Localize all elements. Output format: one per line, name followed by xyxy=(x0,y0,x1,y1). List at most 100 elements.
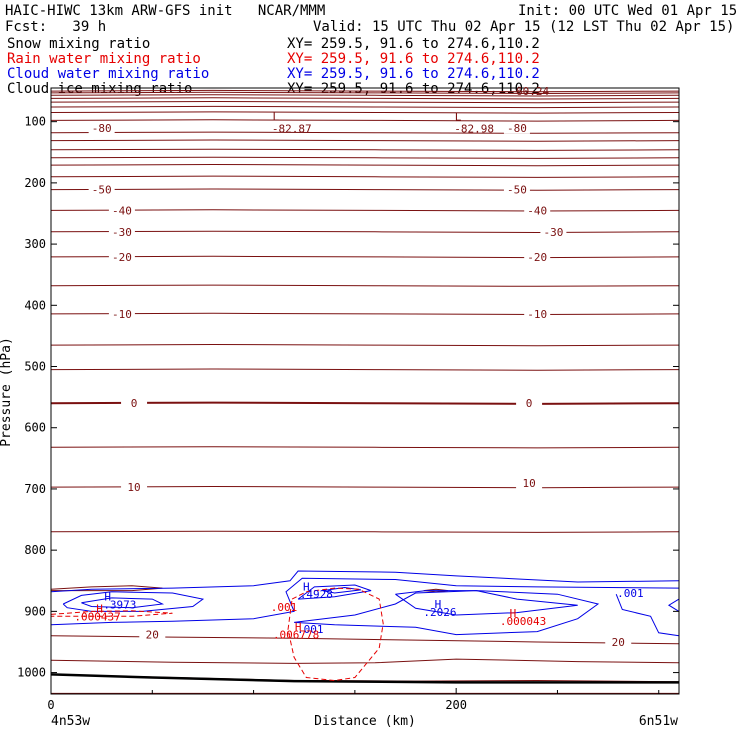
isotherm xyxy=(50,284,680,287)
isotherm-label: -30 xyxy=(543,226,563,239)
cloud-water-label: .3973 xyxy=(103,599,136,612)
isotherm-label-bg xyxy=(503,183,530,196)
cloud-water-contours xyxy=(50,570,680,637)
isotherm-label: -50 xyxy=(92,184,112,197)
isotherm xyxy=(50,131,680,134)
cloud-water-label: .4928 xyxy=(300,588,333,601)
isotherm xyxy=(50,209,680,212)
isotherm-label: -10 xyxy=(527,308,547,321)
isotherm xyxy=(50,89,680,93)
cloud-water-contour xyxy=(297,584,372,600)
legend-rain-name: Rain water mixing ratio xyxy=(7,51,201,67)
rain-label: .000437 xyxy=(74,610,120,623)
y-tick-label: 200 xyxy=(24,176,46,190)
legend-snow-name: Snow mixing ratio xyxy=(7,36,151,52)
rain-label: .000043 xyxy=(500,615,546,628)
isotherm-label: -40 xyxy=(112,204,132,217)
isotherm xyxy=(50,255,680,259)
rain-label: .001 xyxy=(271,601,298,614)
isotherm-label-bg xyxy=(605,635,632,648)
isotherm-label: -80 xyxy=(92,122,112,135)
cloud-water-contour xyxy=(667,598,680,612)
cloud-water-contour xyxy=(50,577,680,626)
low-marker: L xyxy=(272,110,279,123)
isotherm-label-bg xyxy=(88,183,115,196)
plot-title: HAIC-HIWC 13km ARW-GFS init NCAR/MMM xyxy=(5,3,326,19)
isotherm xyxy=(50,100,680,104)
isotherm xyxy=(50,148,680,151)
legend-cloud-water-xy: XY= 259.5, 91.6 to 274.6,110.2 xyxy=(287,66,540,82)
isotherm-label-bg xyxy=(139,628,166,641)
isotherm-label-bg xyxy=(524,250,551,263)
cloud-water-label: .001 xyxy=(297,623,324,636)
isotherm-label-bg xyxy=(524,307,551,320)
isotherm-label-bg xyxy=(121,481,148,494)
top-contour-label: 60.24 xyxy=(516,85,549,98)
legend-cloud-water-name: Cloud water mixing ratio xyxy=(7,66,210,82)
isotherm-label-bg xyxy=(108,225,135,238)
cloud-water-contour xyxy=(395,590,578,616)
contour-labels: -80 -80-50 -50-40 -40-30 -30-20 -20-10 -100 010… xyxy=(74,110,643,649)
low-value: -82.87 xyxy=(272,122,312,135)
cloud-water-contour xyxy=(62,591,205,612)
x-tick-label: 0 xyxy=(47,698,54,712)
y-tick-label: 700 xyxy=(24,482,46,496)
isotherm-label-bg xyxy=(524,204,551,217)
rain-contours xyxy=(50,587,384,682)
isotherm xyxy=(50,230,680,234)
isotherm xyxy=(50,111,680,114)
init-time: Init: 00 UTC Wed 01 Apr 15 xyxy=(518,3,738,19)
cloud-water-contour xyxy=(294,590,600,636)
isotherm xyxy=(50,312,680,316)
rain-contour xyxy=(287,587,384,682)
cloud-water-contour xyxy=(322,586,361,594)
rain-label: H xyxy=(96,602,103,615)
isotherm-label-bg xyxy=(108,250,135,263)
temperature-contours xyxy=(50,89,680,694)
isotherm-label-bg xyxy=(516,397,543,410)
rain-label: .006778 xyxy=(273,629,319,642)
right-endpoint-label: 6n51w xyxy=(639,714,678,729)
isotherm-label-bg xyxy=(108,204,135,217)
isotherm-label: 20 xyxy=(146,629,159,642)
cloud-water-label: H xyxy=(303,580,310,593)
isotherm xyxy=(50,343,680,347)
plot-frame xyxy=(50,87,680,695)
isotherm-label: 0 xyxy=(526,397,533,410)
isotherm-label-bg xyxy=(121,397,148,410)
x-tick-label: 200 xyxy=(445,698,467,712)
isotherm xyxy=(50,163,680,167)
isotherm-label: 10 xyxy=(127,481,140,494)
isotherm-label: -20 xyxy=(112,251,132,264)
isotherm xyxy=(50,139,680,142)
y-tick-label: 300 xyxy=(24,237,46,251)
x-axis-label: Distance (km) xyxy=(314,714,416,729)
isotherm-label-bg xyxy=(503,121,530,134)
isotherm-label: -40 xyxy=(527,204,547,217)
isotherm-label: 20 xyxy=(612,636,625,649)
y-tick-label: 500 xyxy=(24,360,46,374)
isotherm xyxy=(50,485,680,489)
y-tick-label: 600 xyxy=(24,421,46,435)
isotherm-label-bg xyxy=(540,225,567,238)
isotherm-label: -20 xyxy=(527,251,547,264)
isotherm-label-bg xyxy=(108,307,135,320)
y-tick-label: 1000 xyxy=(17,666,46,680)
forecast-hour: Fcst: 39 h xyxy=(5,19,107,35)
isotherm-label: 0 xyxy=(131,397,138,410)
isotherm xyxy=(50,156,680,159)
isotherm xyxy=(50,94,680,97)
isotherm-label: -10 xyxy=(112,308,132,321)
isotherm-label-bg xyxy=(88,121,115,134)
legend-snow-xy: XY= 259.5, 91.6 to 274.6,110.2 xyxy=(287,36,540,52)
isotherm xyxy=(50,446,680,449)
cloud-water-label: H xyxy=(435,598,442,611)
cloud-water-label: .2026 xyxy=(423,606,456,619)
cloud-water-label: .001 xyxy=(617,587,644,600)
isotherm xyxy=(50,91,680,95)
y-tick-label: 100 xyxy=(24,115,46,129)
rain-label: H xyxy=(295,621,302,634)
ground-surface xyxy=(50,673,679,684)
